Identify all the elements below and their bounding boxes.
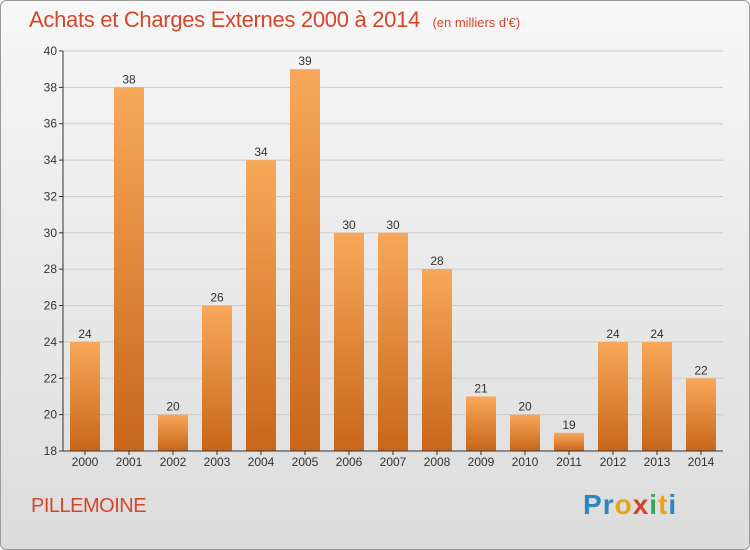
y-tick-label: 30: [44, 226, 58, 240]
bar-value-label: 38: [122, 72, 136, 86]
x-tick-label: 2006: [336, 455, 363, 469]
y-tick-label: 22: [44, 371, 58, 385]
bar: [202, 305, 232, 451]
bar-value-label: 22: [694, 363, 708, 377]
logo-letter: x: [632, 489, 650, 520]
x-tick-label: 2011: [556, 455, 582, 469]
bar: [510, 414, 540, 451]
bar-value-label: 20: [518, 400, 532, 414]
bar: [422, 269, 452, 451]
bar-value-label: 19: [562, 418, 576, 432]
y-tick-label: 34: [44, 153, 58, 167]
bar: [70, 341, 100, 451]
bar-value-label: 34: [254, 145, 268, 159]
x-tick-label: 2013: [644, 455, 671, 469]
y-tick-label: 20: [44, 408, 58, 422]
y-tick-label: 38: [44, 80, 58, 94]
logo-letter: r: [602, 489, 615, 520]
bar-value-label: 26: [210, 291, 224, 305]
x-tick-label: 2008: [424, 455, 451, 469]
logo-letter: P: [583, 489, 603, 520]
bar: [598, 341, 628, 451]
chart-title: Achats et Charges Externes 2000 à 2014: [29, 7, 420, 32]
bar-value-label: 21: [474, 381, 488, 395]
chart-header: Achats et Charges Externes 2000 à 2014 (…: [29, 7, 520, 33]
x-tick-label: 2009: [468, 455, 495, 469]
y-tick-label: 26: [44, 299, 58, 313]
x-tick-label: 2001: [116, 455, 143, 469]
bar: [246, 160, 276, 451]
bar: [378, 232, 408, 451]
y-tick-label: 36: [44, 117, 58, 131]
bar-value-label: 28: [430, 254, 444, 268]
x-tick-label: 2000: [72, 455, 99, 469]
bar: [114, 87, 144, 451]
y-tick-label: 40: [44, 44, 58, 58]
commune-name: PILLEMOINE: [31, 495, 147, 517]
x-tick-label: 2004: [248, 455, 275, 469]
bar: [334, 232, 364, 451]
bar: [686, 378, 716, 451]
bar: [466, 396, 496, 451]
x-tick-label: 2002: [160, 455, 187, 469]
y-tick-label: 28: [44, 262, 58, 276]
bar-value-label: 24: [606, 327, 620, 341]
bar-value-label: 24: [650, 327, 664, 341]
logo-letter: t: [658, 489, 669, 520]
proxiti-logo: Proxiti: [583, 489, 677, 521]
logo-letter: o: [614, 489, 633, 520]
x-tick-label: 2005: [292, 455, 319, 469]
bar: [290, 69, 320, 451]
x-tick-label: 2012: [600, 455, 627, 469]
y-tick-label: 18: [44, 444, 58, 458]
bar: [158, 414, 188, 451]
y-tick-label: 24: [44, 335, 58, 349]
x-tick-label: 2007: [380, 455, 407, 469]
bar-value-label: 24: [78, 327, 92, 341]
bar: [642, 341, 672, 451]
x-tick-label: 2003: [204, 455, 231, 469]
bar: [554, 432, 584, 451]
bar-value-label: 30: [342, 218, 356, 232]
bar-value-label: 20: [166, 400, 180, 414]
x-tick-label: 2014: [688, 455, 715, 469]
chart-unit: (en milliers d'€): [432, 15, 521, 30]
logo-letter: i: [668, 489, 678, 520]
bar-value-label: 30: [386, 218, 400, 232]
bar-value-label: 39: [298, 54, 312, 68]
logo-letter: i: [649, 489, 659, 520]
x-tick-label: 2010: [512, 455, 539, 469]
y-tick-label: 32: [44, 189, 58, 203]
